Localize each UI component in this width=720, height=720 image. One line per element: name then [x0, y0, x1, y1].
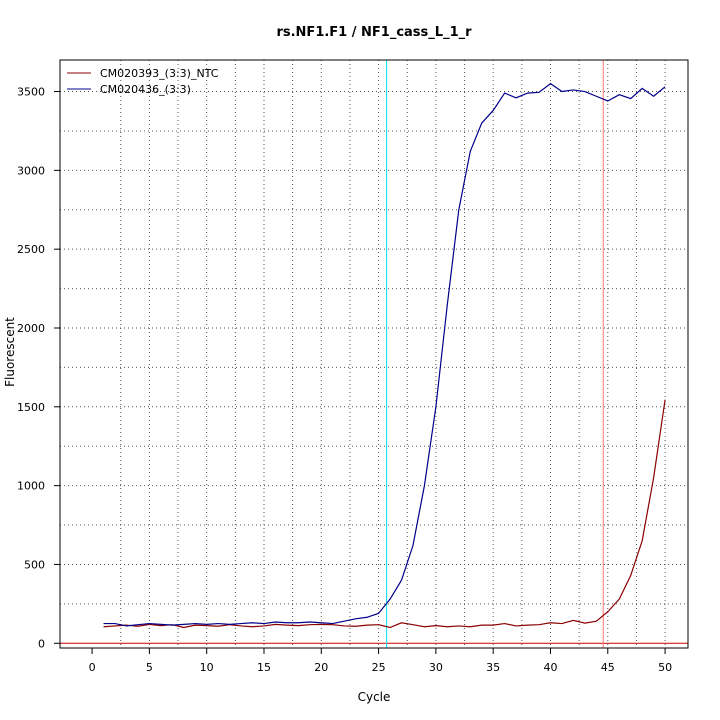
- x-tick-label: 45: [601, 661, 615, 674]
- chart-title: rs.NF1.F1 / NF1_cass_L_1_r: [276, 25, 472, 40]
- y-axis: 0 500 1000 1500 2000 2500 3000 3500: [17, 86, 60, 650]
- x-axis: 0 5 10 15 20 25 30 35 40 45 50: [89, 648, 672, 674]
- series-line-1: [103, 399, 666, 629]
- x-tick-label: 0: [89, 661, 96, 674]
- y-tick-label: 1000: [17, 480, 45, 493]
- legend: CM020393_(3:3)_NTC CM020436_(3:3): [67, 67, 219, 96]
- y-axis-title: Fluorescent: [3, 317, 17, 387]
- series-lines: [103, 82, 666, 629]
- y-tick-label: 0: [38, 637, 45, 650]
- legend-label-1: CM020393_(3:3)_NTC: [100, 67, 219, 80]
- plot-frame: [59, 59, 689, 649]
- x-tick-label: 35: [486, 661, 500, 674]
- legend-label-2: CM020436_(3:3): [100, 83, 191, 96]
- x-tick-label: 50: [658, 661, 672, 674]
- x-tick-label: 20: [314, 661, 328, 674]
- x-tick-label: 40: [543, 661, 557, 674]
- x-tick-label: 10: [200, 661, 214, 674]
- y-tick-label: 2500: [17, 243, 45, 256]
- x-tick-label: 30: [429, 661, 443, 674]
- y-tick-label: 3500: [17, 86, 45, 99]
- y-tick-label: 2000: [17, 322, 45, 335]
- y-tick-label: 1500: [17, 401, 45, 414]
- reference-lines: [60, 60, 688, 648]
- y-tick-label: 500: [24, 558, 45, 571]
- y-tick-label: 3000: [17, 164, 45, 177]
- grid: [60, 60, 688, 648]
- x-axis-title: Cycle: [358, 690, 391, 704]
- x-tick-label: 5: [146, 661, 153, 674]
- series-line-2: [103, 82, 666, 627]
- x-tick-label: 25: [372, 661, 386, 674]
- x-tick-label: 15: [257, 661, 271, 674]
